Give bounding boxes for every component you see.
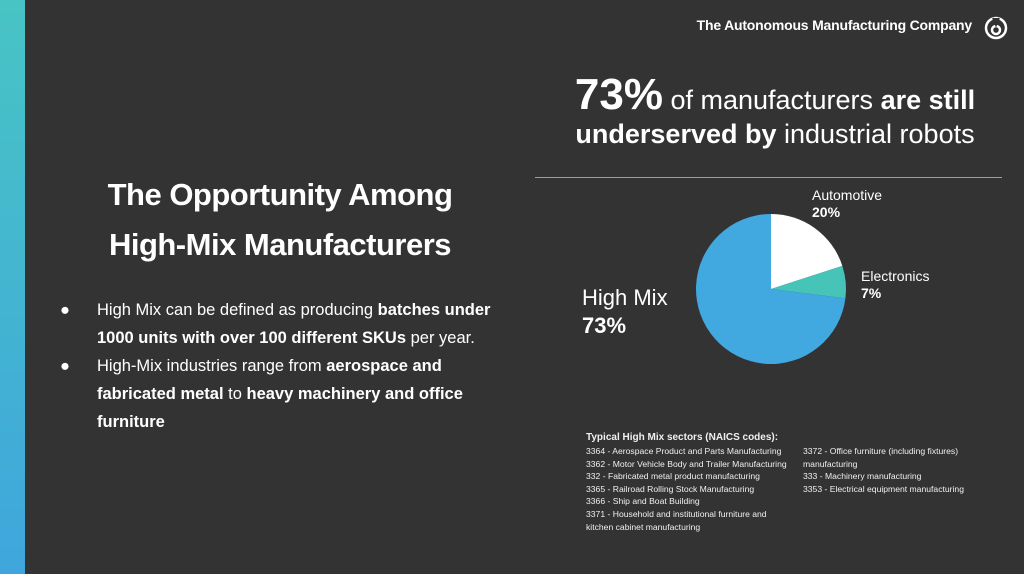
sector-line: 3366 - Ship and Boat Building (586, 496, 700, 507)
sector-line: kitchen cabinet manufacturing (586, 521, 701, 532)
headline-percent: 73% (574, 70, 663, 119)
headline: 73% of manufacturers are still underserv… (535, 73, 1015, 151)
text: industrial robots (776, 119, 975, 149)
company-name: The Autonomous Manufacturing Company (696, 17, 973, 33)
sector-line: 3362 - Motor Vehicle Body and Trailer Ma… (586, 458, 787, 469)
bullet-list: ● High Mix can be defined as producing ba… (60, 296, 510, 436)
text-bold: batches under 1000 units with over 100 d… (97, 301, 491, 347)
title-line: High-Mix Manufacturers (108, 227, 452, 262)
pie-slice-electronics (771, 265, 847, 299)
slice-value: 73% (582, 313, 627, 338)
slice-value: 20% (812, 204, 841, 220)
text: per year. (406, 329, 475, 347)
text-bold: heavy machinery and office furniture (97, 385, 463, 431)
sectors-col1: Typical High Mix sectors (NAICS codes): … (586, 431, 787, 533)
bullet-item: ● High Mix can be defined as producing ba… (60, 296, 510, 352)
text-bold: underserved by (575, 119, 777, 149)
bullet-icon: ● (60, 301, 70, 319)
text-bold: are still (880, 85, 976, 115)
bullet-item: ● High-Mix industries range from aerospac… (60, 352, 510, 436)
sectors-title: Typical High Mix sectors (NAICS codes): (586, 432, 779, 443)
sector-line: 3371 - Household and institutional furni… (586, 508, 767, 519)
label-electronics: Electronics 7% (861, 268, 929, 302)
slice-name: High Mix (582, 285, 668, 310)
slice-value: 7% (861, 285, 882, 301)
label-high-mix: High Mix 73% (582, 284, 668, 340)
slice-name: Electronics (861, 268, 930, 284)
ring-logo-icon (984, 16, 1008, 40)
slice-name: Automotive (812, 187, 883, 203)
text: High Mix can be defined as producing (97, 301, 378, 319)
text: of manufacturers (662, 85, 881, 115)
pie-slice-automotive (771, 214, 843, 289)
sector-line: 3353 - Electrical equipment manufacturin… (803, 483, 964, 494)
text: High-Mix industries range from (97, 357, 327, 375)
text-bold: aerospace and fabricated metal (97, 357, 442, 403)
sector-line: 332 - Fabricated metal product manufactu… (586, 471, 760, 482)
divider (535, 177, 1002, 178)
sectors-col2: 3372 - Office furniture (including fixtu… (803, 445, 964, 495)
label-automotive: Automotive 20% (812, 187, 882, 221)
bullet-icon: ● (60, 357, 70, 375)
accent-bar (0, 0, 25, 574)
title-line: The Opportunity Among (107, 177, 453, 212)
sector-line: 333 - Machinery manufacturing (803, 471, 922, 482)
sector-line: 3364 - Aerospace Product and Parts Manuf… (586, 446, 782, 456)
text: to (223, 385, 247, 403)
sector-line: 3365 - Railroad Rolling Stock Manufactur… (586, 483, 755, 494)
pie-slice-high-mix (696, 214, 846, 364)
sector-line: manufacturing (803, 458, 858, 469)
sector-line: 3372 - Office furniture (including fixtu… (803, 446, 959, 456)
slide-title: The Opportunity Among High-Mix Manufactu… (40, 170, 520, 270)
